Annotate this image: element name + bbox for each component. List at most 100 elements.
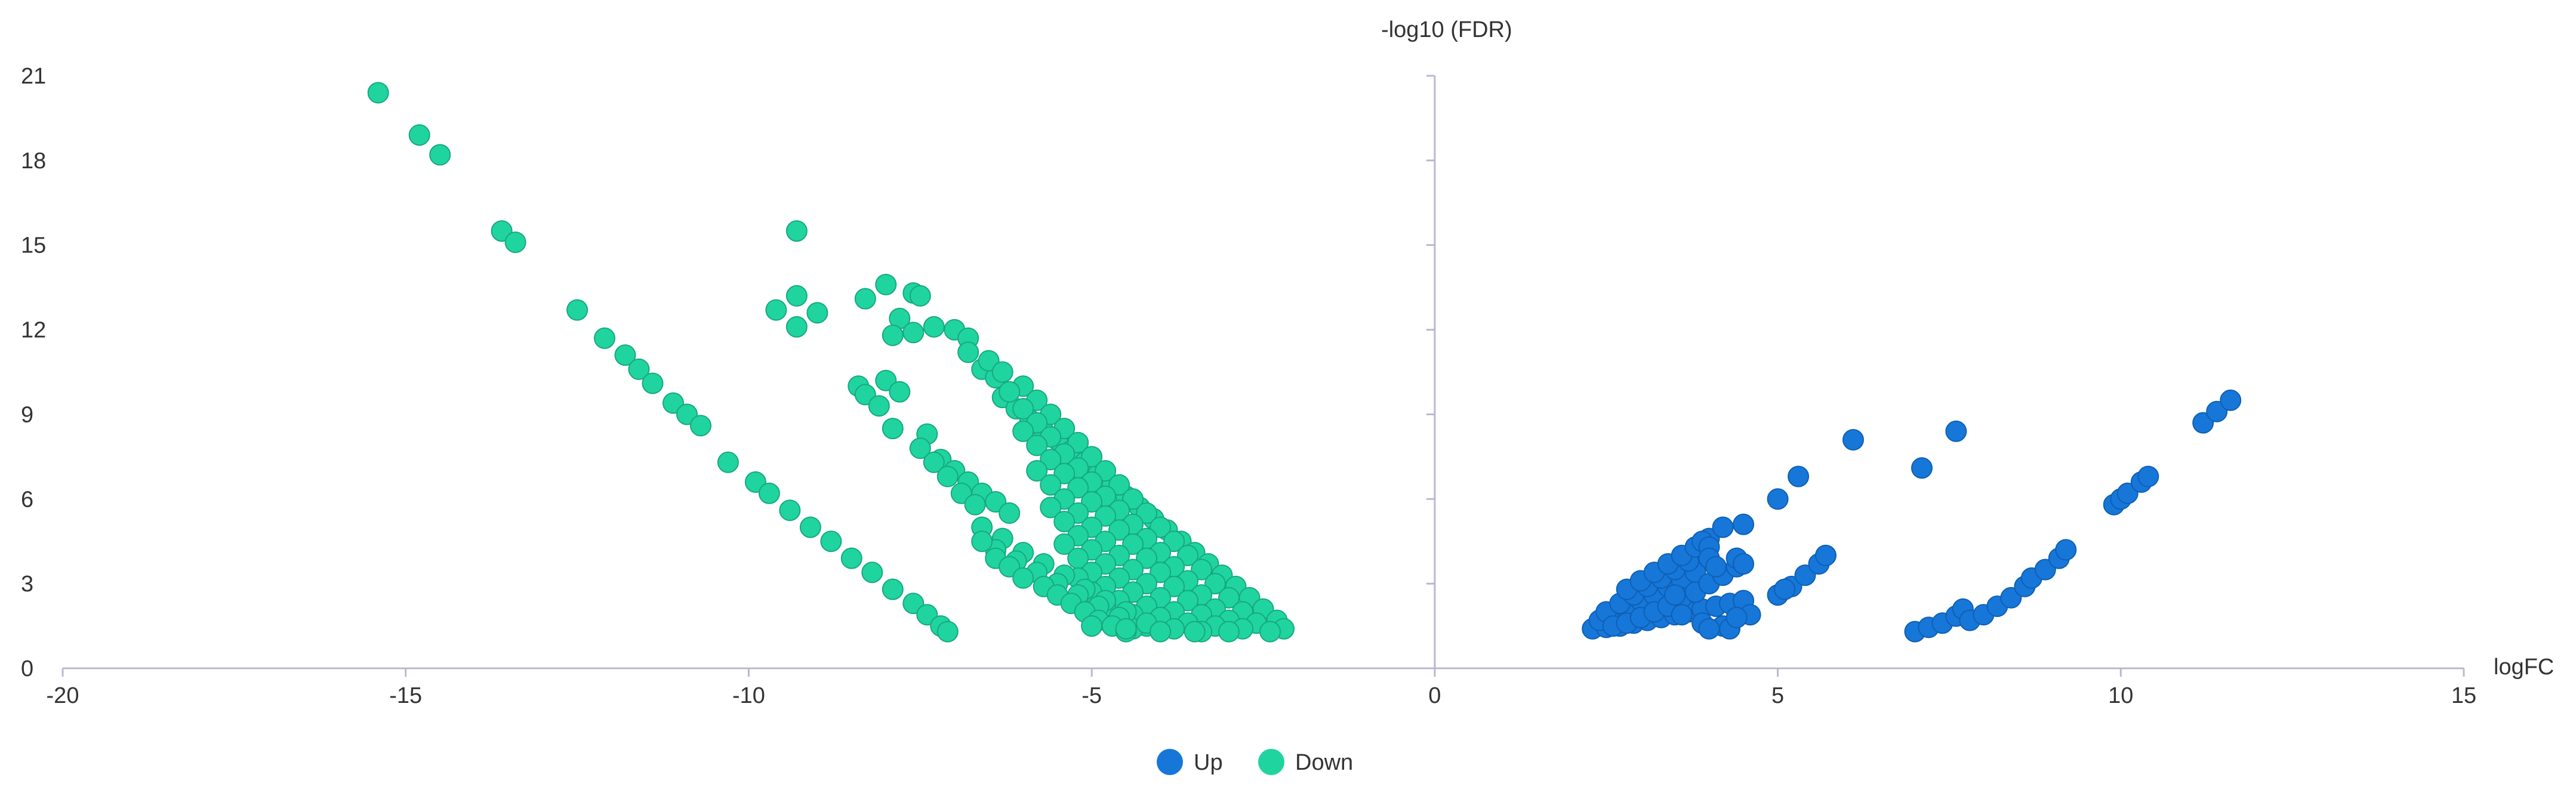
x-tick-label: -10 xyxy=(732,683,765,708)
data-point xyxy=(854,288,876,310)
data-point xyxy=(1725,606,1748,628)
data-point xyxy=(2137,465,2159,488)
y-tick-label: 15 xyxy=(21,233,46,258)
data-point xyxy=(909,437,931,459)
y-tick-label: 18 xyxy=(21,149,46,174)
data-point xyxy=(806,302,828,324)
legend-label: Up xyxy=(1194,750,1223,775)
x-tick-label: -20 xyxy=(47,683,79,708)
data-point xyxy=(1081,615,1103,637)
data-point xyxy=(971,530,993,553)
data-point xyxy=(923,316,945,338)
data-point xyxy=(779,499,801,522)
data-point xyxy=(1705,556,1727,578)
data-point xyxy=(889,381,911,403)
data-point xyxy=(1698,618,1720,640)
series-up xyxy=(1582,389,2242,643)
data-points xyxy=(367,82,2242,643)
data-point xyxy=(923,451,945,473)
data-point xyxy=(1053,511,1076,533)
data-point xyxy=(1767,488,1789,510)
data-point xyxy=(367,82,389,104)
data-point xyxy=(690,415,711,437)
data-point xyxy=(861,561,883,584)
y-axis-ticks: 0 3 6 9 12 15 18 21 xyxy=(21,64,1435,681)
legend-marker xyxy=(1157,749,1183,775)
y-tick-label: 21 xyxy=(21,64,46,89)
data-point xyxy=(1842,429,1864,451)
axes: -20 -15 -10 -5 0 5 10 15 0 3 6 9 12 15 18 21 logFC -lo… xyxy=(21,17,2554,708)
data-point xyxy=(882,418,904,440)
data-point xyxy=(594,327,615,349)
data-point xyxy=(1815,544,1837,566)
x-tick-label: 15 xyxy=(2451,683,2476,708)
data-point xyxy=(957,341,979,363)
y-tick-label: 12 xyxy=(21,318,46,343)
series-down xyxy=(367,82,1295,643)
data-point xyxy=(1026,434,1048,456)
data-point xyxy=(1911,457,1933,479)
x-axis-ticks: -20 -15 -10 -5 0 5 10 15 xyxy=(47,668,2476,708)
data-point xyxy=(1012,567,1034,589)
y-tick-label: 0 xyxy=(21,656,33,681)
data-point xyxy=(1945,420,1967,442)
data-point xyxy=(936,621,959,643)
data-point xyxy=(1712,516,1734,538)
data-point xyxy=(504,232,526,253)
data-point xyxy=(614,344,636,366)
data-point xyxy=(868,395,890,417)
data-point xyxy=(820,530,842,553)
x-tick-label: 10 xyxy=(2108,683,2133,708)
y-axis-title: -log10 (FDR) xyxy=(1381,17,1512,42)
data-point xyxy=(964,493,986,516)
legend-item-up[interactable]: Up xyxy=(1157,749,1223,775)
data-point xyxy=(1040,496,1062,519)
data-point xyxy=(2055,539,2077,561)
data-point xyxy=(429,144,451,166)
data-point xyxy=(1053,533,1076,555)
y-tick-label: 3 xyxy=(21,572,33,597)
data-point xyxy=(408,124,430,146)
data-point xyxy=(1012,398,1034,419)
data-point xyxy=(1788,465,1810,488)
data-point xyxy=(882,578,904,600)
data-point xyxy=(999,502,1021,524)
data-point xyxy=(999,381,1021,403)
data-point xyxy=(1115,618,1137,640)
data-point xyxy=(1218,621,1240,643)
data-point xyxy=(1259,621,1281,643)
data-point xyxy=(875,273,897,295)
y-tick-label: 6 xyxy=(21,487,33,512)
data-point xyxy=(785,316,808,338)
x-axis-title: logFC xyxy=(2494,655,2554,680)
data-point xyxy=(1150,621,1172,643)
x-tick-label: -15 xyxy=(389,683,422,708)
data-point xyxy=(642,372,664,394)
data-point xyxy=(991,361,1013,383)
data-point xyxy=(566,299,588,321)
data-point xyxy=(765,299,787,321)
data-point xyxy=(902,322,925,344)
data-point xyxy=(799,516,821,538)
data-point xyxy=(936,465,959,488)
data-point xyxy=(1671,604,1693,626)
data-point xyxy=(840,547,862,569)
data-point xyxy=(1184,621,1206,643)
x-tick-label: 0 xyxy=(1428,683,1441,708)
data-point xyxy=(1012,420,1034,442)
legend-marker xyxy=(1258,749,1284,775)
legend: Up Down xyxy=(1157,749,1353,775)
data-point xyxy=(628,358,650,380)
data-point xyxy=(717,451,739,473)
data-point xyxy=(882,325,904,346)
data-point xyxy=(1733,553,1755,575)
data-point xyxy=(1664,584,1686,606)
data-point xyxy=(1774,578,1796,600)
legend-label: Down xyxy=(1295,750,1353,775)
x-tick-label: 5 xyxy=(1771,683,1784,708)
data-point xyxy=(758,482,780,504)
data-point xyxy=(909,285,931,307)
legend-item-down[interactable]: Down xyxy=(1258,749,1353,775)
data-point xyxy=(785,285,808,307)
